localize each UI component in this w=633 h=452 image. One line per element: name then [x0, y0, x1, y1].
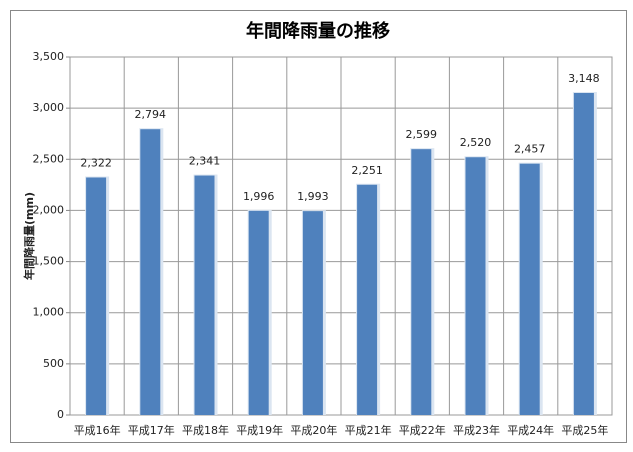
bar — [357, 184, 378, 415]
value-label: 1,996 — [243, 190, 275, 203]
x-tick-label: 平成16年 — [74, 423, 121, 437]
bar — [194, 175, 215, 415]
x-tick-label: 平成19年 — [236, 423, 283, 437]
bar — [411, 149, 432, 415]
y-tick-label: 3,500 — [33, 50, 65, 63]
bar — [86, 177, 107, 415]
bar — [465, 157, 486, 416]
y-tick-label: 2,500 — [33, 152, 65, 165]
value-label: 2,599 — [406, 128, 438, 141]
value-label: 1,993 — [297, 190, 329, 203]
bar — [573, 93, 594, 415]
value-label: 2,457 — [514, 143, 546, 156]
x-tick-label: 平成17年 — [128, 423, 175, 437]
x-tick-label: 平成18年 — [182, 423, 229, 437]
value-label: 2,341 — [189, 155, 221, 168]
x-tick-label: 平成25年 — [561, 423, 608, 437]
value-label: 2,322 — [80, 156, 112, 169]
chart-title: 年間降雨量の推移 — [246, 20, 390, 42]
y-axis-label: 年間降雨量(mm) — [22, 192, 36, 280]
value-label: 2,794 — [135, 108, 167, 121]
bar — [519, 163, 540, 415]
x-tick-label: 平成24年 — [507, 423, 554, 437]
y-tick-label: 500 — [43, 357, 64, 370]
value-label: 3,148 — [568, 72, 600, 85]
x-tick-label: 平成22年 — [399, 423, 446, 437]
bar — [140, 129, 161, 415]
value-label: 2,520 — [460, 136, 492, 149]
x-tick-label: 平成20年 — [290, 423, 337, 437]
y-tick-label: 0 — [57, 408, 64, 421]
bar — [302, 211, 323, 415]
y-tick-label: 3,000 — [33, 101, 65, 114]
x-tick-label: 平成21年 — [345, 423, 392, 437]
y-tick-label: 2,000 — [33, 203, 65, 216]
x-tick-label: 平成23年 — [453, 423, 500, 437]
bar — [248, 210, 269, 415]
y-tick-label: 1,500 — [33, 255, 65, 268]
y-tick-label: 1,000 — [33, 306, 65, 319]
value-label: 2,251 — [351, 164, 383, 177]
